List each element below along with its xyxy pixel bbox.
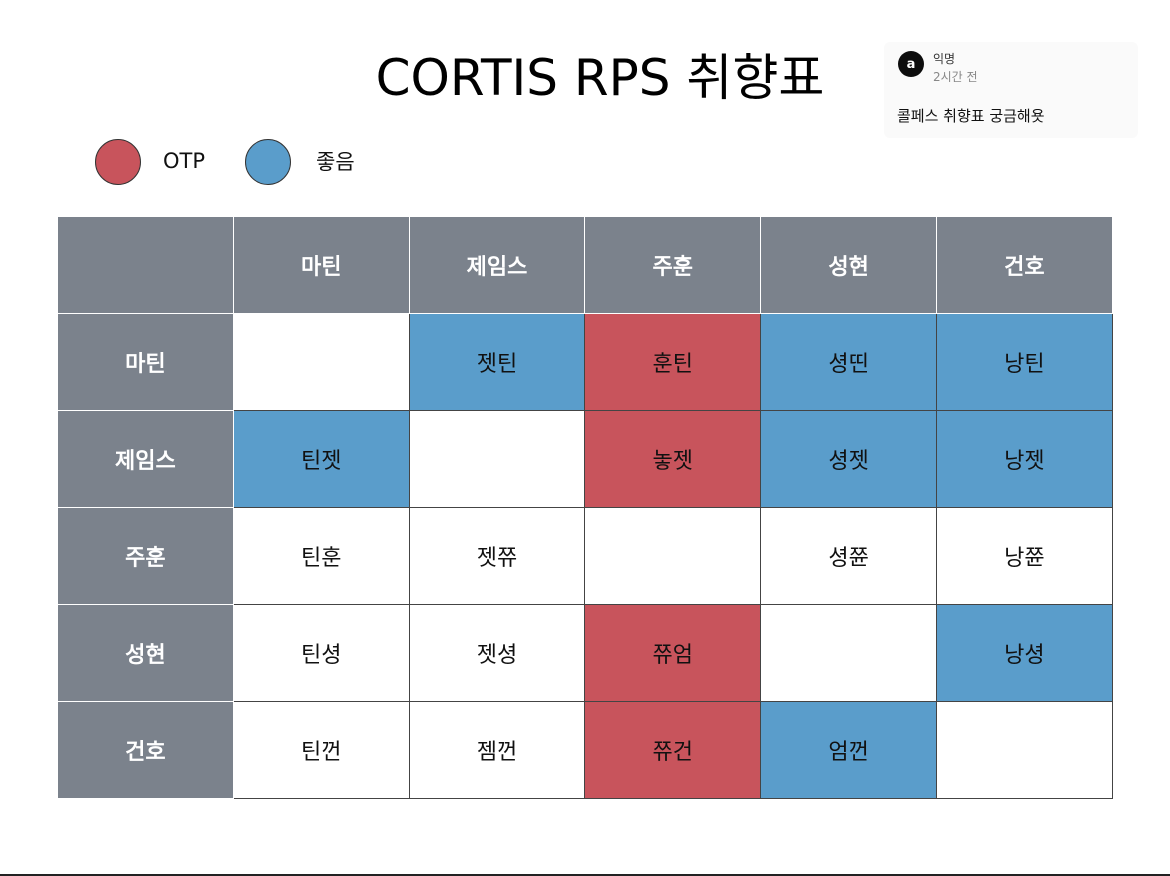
table-cell: 낭젯 [935,410,1113,508]
table-row: 마틴 젯틴 훈틴 셩띤 낭틴 [57,313,1113,411]
table-cell: 틴셩 [232,604,410,702]
preference-table: 마틴 제임스 주훈 성현 건호 마틴 젯틴 훈틴 셩띤 낭틴 제임스 틴젯 놓젯… [57,216,1113,799]
table-cell: 셩띤 [760,313,937,411]
row-header: 마틴 [57,313,234,411]
page-title: CORTIS RPS 취향표 [375,49,825,107]
legend-good-label: 좋음 [316,150,355,174]
table-cell [584,507,762,605]
row-header: 제임스 [57,410,234,508]
row-header: 건호 [57,701,234,799]
table-cell: 훈틴 [584,313,762,411]
table-row: 건호 틴껀 젬껀 쮸건 엄껀 [57,701,1113,799]
table-cell: 틴훈 [232,507,410,605]
column-header: 주훈 [584,216,762,314]
avatar: a [898,51,924,77]
table-cell: 셩쮼 [760,507,937,605]
table-cell: 틴젯 [232,410,410,508]
table-row: 성현 틴셩 젯셩 쮸엄 낭셩 [57,604,1113,702]
table-cell: 젯틴 [408,313,586,411]
legend-otp-dot [95,139,141,185]
comment-time: 2시간 전 [933,70,978,84]
table-cell: 놓젯 [584,410,762,508]
table-cell [232,313,410,411]
table-cell [760,604,937,702]
header-row: 마틴 제임스 주훈 성현 건호 [57,216,1113,314]
table-cell: 쮸건 [584,701,762,799]
table-cell: 셩젯 [760,410,937,508]
table-cell [408,410,586,508]
table-cell: 틴껀 [232,701,410,799]
comment-card: a 익명 2시간 전 콜페스 취향표 궁금해욧 [884,42,1138,138]
table-cell: 젬껀 [408,701,586,799]
corner-cell [57,216,234,314]
row-header: 성현 [57,604,234,702]
comment-text: 콜페스 취향표 궁금해욧 [897,107,1045,125]
table-cell: 엄껀 [760,701,937,799]
table-row: 주훈 틴훈 젯쮸 셩쮼 낭쮼 [57,507,1113,605]
column-header: 제임스 [408,216,586,314]
table-cell: 낭쮼 [935,507,1113,605]
legend-good-dot [245,139,291,185]
table-cell: 젯셩 [408,604,586,702]
legend-otp-label: OTP [163,149,206,173]
row-header: 주훈 [57,507,234,605]
table-cell: 쮸엄 [584,604,762,702]
comment-author: 익명 [933,52,956,66]
table-cell [935,701,1113,799]
column-header: 성현 [760,216,937,314]
column-header: 마틴 [232,216,410,314]
bottom-divider [0,874,1170,876]
table-row: 제임스 틴젯 놓젯 셩젯 낭젯 [57,410,1113,508]
column-header: 건호 [935,216,1113,314]
table-cell: 낭틴 [935,313,1113,411]
table-cell: 낭셩 [935,604,1113,702]
table-cell: 젯쮸 [408,507,586,605]
